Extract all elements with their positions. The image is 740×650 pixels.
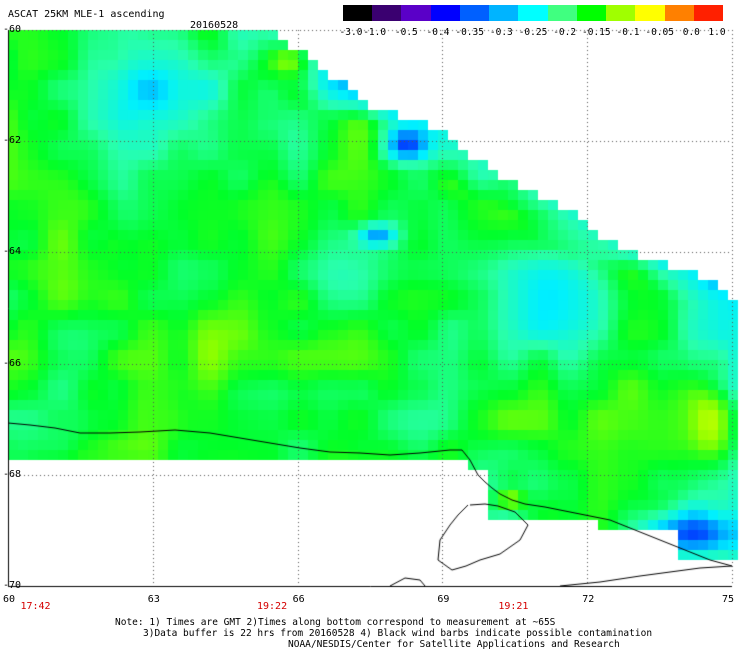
note-line-2: 3)Data buffer is 22 hrs from 20160528 4)…	[143, 628, 653, 639]
colorbar-segment	[343, 5, 373, 21]
colorbar-tick-label: -0.35	[455, 27, 484, 38]
colorbar-segment	[489, 5, 519, 21]
latitude-label: -62	[3, 135, 22, 147]
colorbar-tick-label: -0.5	[394, 27, 418, 38]
time-label: 19:22	[256, 601, 288, 612]
longitude-label: 72	[582, 594, 595, 605]
latitude-label: -66	[3, 357, 22, 369]
colorbar-segment	[401, 5, 432, 21]
longitude-label: 63	[147, 594, 160, 605]
colorbar-tick-label: -0.15	[582, 27, 611, 38]
colorbar-segment	[518, 5, 549, 21]
colorbar-tick-label: 1.0	[708, 27, 726, 38]
longitude-label: 60	[3, 594, 16, 605]
map-date: 20160528	[190, 20, 239, 31]
colorbar-segment	[430, 5, 461, 21]
colorbar-segment	[459, 5, 490, 21]
colorbar-segment	[693, 5, 724, 21]
colorbar-segment	[372, 5, 402, 21]
longitude-label: 66	[292, 594, 305, 605]
colorbar	[343, 5, 724, 21]
latitude-label: -70	[3, 580, 22, 591]
map-title: ASCAT 25KM MLE-1 ascending	[8, 9, 165, 20]
note-line-3: NOAA/NESDIS/Center for Satellite Applica…	[288, 639, 620, 650]
latitude-label: -64	[3, 246, 22, 258]
colorbar-tick-label: -0.2	[553, 27, 577, 38]
note-line-1: Note: 1) Times are GMT 2)Times along bot…	[115, 617, 556, 628]
latitude-label: -60	[3, 24, 22, 35]
time-label: 17:42	[20, 601, 51, 612]
colorbar-tick-label: -0.05	[645, 27, 674, 38]
colorbar-segment	[606, 5, 636, 21]
colorbar-segment	[576, 5, 607, 21]
colorbar-tick-label: -0.1	[616, 27, 640, 38]
colorbar-tick-label: -1.0	[363, 27, 387, 38]
longitude-label: 69	[437, 594, 450, 605]
latitude-label: -68	[3, 468, 22, 480]
longitude-label: 75	[722, 594, 735, 605]
time-label: 19:21	[498, 601, 529, 612]
colorbar-tick-label: -3.0	[339, 27, 363, 38]
colorbar-segment	[664, 5, 695, 21]
colorbar-tick-label: -0.4	[426, 27, 450, 38]
colorbar-tick-label: 0.0	[682, 27, 700, 38]
colorbar-segment	[547, 5, 578, 21]
colorbar-segment	[635, 5, 666, 21]
colorbar-tick-label: -0.25	[518, 27, 548, 38]
colorbar-tick-label: -0.3	[489, 27, 513, 38]
